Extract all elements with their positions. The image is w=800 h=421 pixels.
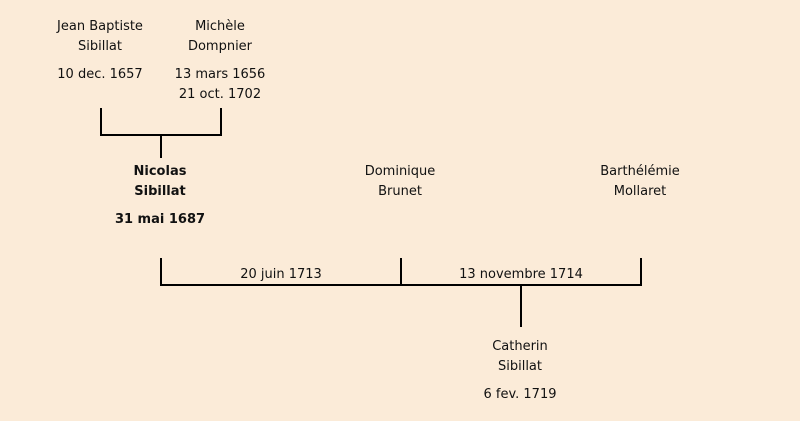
person-last-name: Sibillat (497, 359, 542, 374)
person-birth-date: 10 dec. 1657 (57, 67, 143, 82)
person-first-name: Catherin (492, 339, 548, 354)
person-first-name: Dominique (364, 164, 436, 179)
person-last-name: Brunet (378, 184, 422, 199)
person-first-name: Barthélémie (600, 164, 680, 179)
person-death-date: 21 oct. 1702 (178, 87, 262, 102)
person-first-name: Michèle (195, 19, 245, 34)
person-jean-baptiste: Jean Baptiste Sibillat 10 dec. 1657 (10, 17, 190, 85)
person-first-name: Jean Baptiste (57, 19, 143, 34)
person-barthelemie: Barthélémie Mollaret (550, 162, 730, 202)
person-dominique: Dominique Brunet (310, 162, 490, 202)
person-nicolas: Nicolas Sibillat 31 mai 1687 (70, 162, 250, 230)
person-birth-date: 31 mai 1687 (114, 212, 206, 227)
marriage-date-first: 20 juin 1713 (240, 267, 322, 282)
person-birth-date: 13 mars 1656 (174, 67, 266, 82)
person-birth-date: 6 fev. 1719 (483, 387, 557, 402)
person-last-name: Mollaret (613, 184, 667, 199)
marriage-date-second: 13 novembre 1714 (459, 267, 583, 282)
person-catherin: Catherin Sibillat 6 fev. 1719 (430, 337, 610, 405)
person-last-name: Dompnier (187, 39, 253, 54)
person-first-name: Nicolas (133, 164, 187, 179)
person-last-name: Sibillat (134, 184, 186, 199)
person-last-name: Sibillat (77, 39, 122, 54)
person-michele: Michèle Dompnier 13 mars 1656 21 oct. 17… (130, 17, 310, 105)
